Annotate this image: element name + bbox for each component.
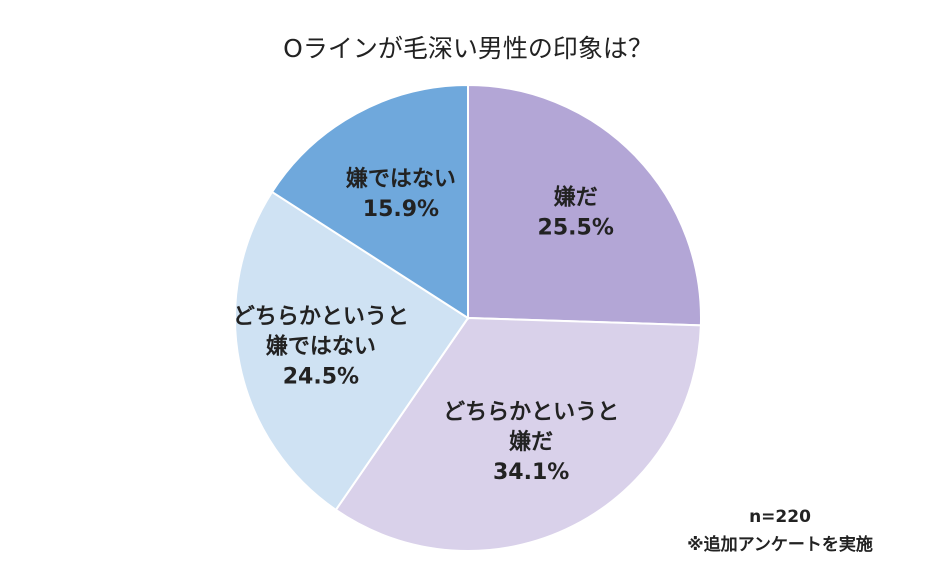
slice-labels: 嫌だ25.5%どちらかというと嫌だ34.1%どちらかというと嫌ではない24.5%… (233, 166, 619, 485)
slice-value-label-4: 15.9% (363, 197, 439, 222)
slice-category-label-2: どちらかというと (443, 400, 619, 425)
slice-category-label-3: 嫌ではない (266, 333, 376, 359)
chart-title: Oラインが毛深い男性の印象は？ (283, 34, 653, 63)
sample-size: n=220 (749, 507, 811, 527)
pie-slices (234, 83, 702, 552)
slice-category-label-4: 嫌ではない (346, 166, 456, 192)
footnote: ※追加アンケートを実施 (687, 534, 873, 555)
slice-value-label-1: 25.5% (538, 216, 614, 241)
slice-category-label-3: どちらかというと (233, 304, 409, 329)
slice-value-label-2: 34.1% (493, 460, 569, 485)
slice-value-label-3: 24.5% (283, 364, 359, 389)
slice-category-label-2: 嫌だ (509, 429, 553, 455)
pie-slice-1 (467, 83, 702, 327)
pie-slice-4 (270, 83, 469, 320)
pie-slice-2 (334, 316, 702, 552)
slice-category-label-1: 嫌だ (554, 185, 598, 211)
pie-slice-3 (234, 190, 470, 512)
